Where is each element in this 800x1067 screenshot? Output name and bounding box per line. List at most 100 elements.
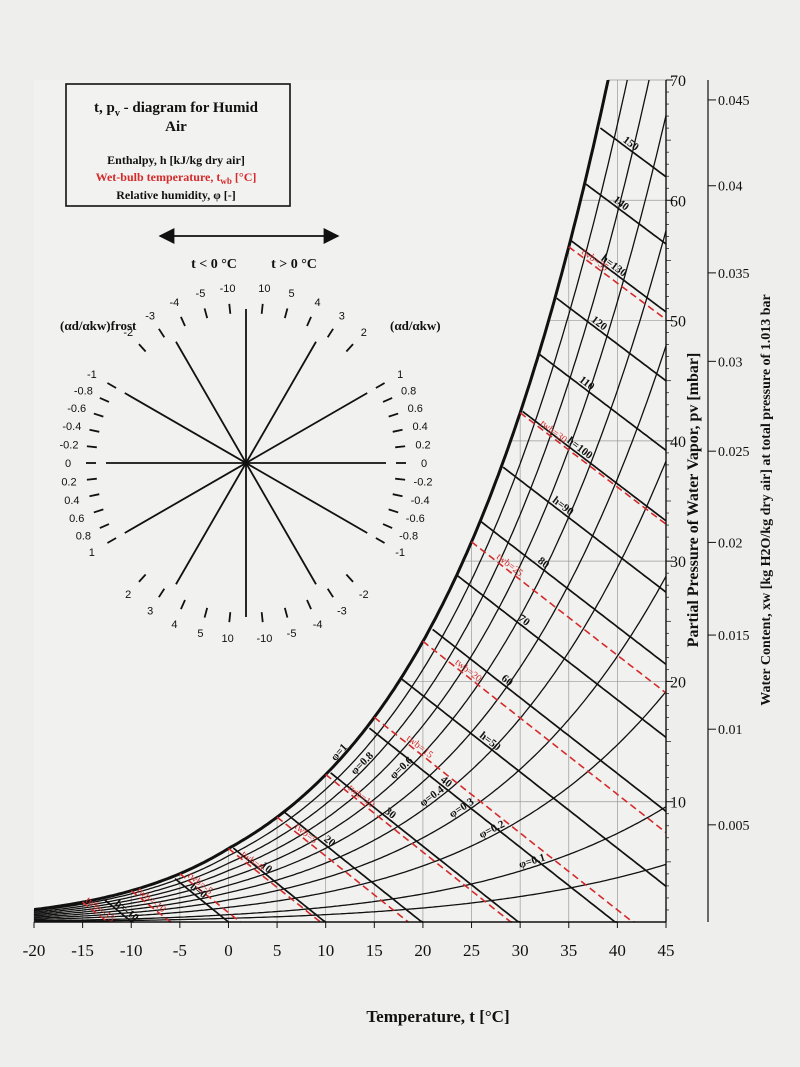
- protractor-tick: [203, 607, 209, 618]
- protractor-tick-label: 4: [171, 619, 177, 631]
- protractor-tick-label: -0.4: [411, 495, 430, 507]
- protractor-tick: [89, 493, 100, 498]
- legend-box: t, pv - diagram for Humid Air Enthalpy, …: [65, 83, 291, 207]
- water-tick-label: 0.045: [718, 94, 750, 109]
- protractor-tick-label: 10: [221, 633, 233, 645]
- plot-background: [34, 80, 666, 922]
- protractor-tick-label: -4: [313, 619, 323, 631]
- plot-area: [34, 80, 666, 923]
- protractor-tick: [382, 397, 393, 403]
- protractor-tick-label: 2: [361, 327, 367, 339]
- wetbulb-line: [179, 873, 242, 923]
- protractor-tick: [382, 523, 393, 529]
- protractor-tick-label: 5: [197, 628, 203, 640]
- protractor-tick-label: -1: [87, 369, 97, 381]
- rh-curve: [34, 115, 666, 914]
- enthalpy-line: [585, 183, 666, 246]
- enthalpy-line: [539, 353, 666, 452]
- protractor-tick: [388, 508, 399, 514]
- protractor-tick-label: -10: [220, 283, 236, 295]
- legend-title-line1: t, pv - diagram for Humid: [94, 100, 259, 119]
- protractor-tick: [388, 412, 399, 418]
- protractor-tick: [106, 382, 117, 389]
- protractor-tick-label: 0.8: [76, 530, 91, 542]
- protractor-tick-label: -0.8: [74, 386, 93, 398]
- enthalpy-line: [502, 466, 666, 594]
- x-tick-label: 25: [463, 941, 480, 960]
- p-tick-label: 10: [670, 795, 686, 812]
- protractor-tick: [180, 316, 186, 327]
- enthalpy-line: [174, 877, 230, 923]
- enthalpy-lines: [103, 127, 666, 923]
- p-tick-label: 50: [670, 314, 686, 331]
- rh-curve: [34, 80, 650, 913]
- protractor-tick-label: 0: [421, 458, 427, 470]
- protractor-tick: [283, 308, 289, 319]
- enthalpy-line: [556, 297, 666, 382]
- protractor-tick: [392, 493, 403, 498]
- protractor-tick-label: -10: [256, 633, 272, 645]
- enthalpy-line: [330, 772, 521, 923]
- wetbulb-lines: [82, 246, 666, 923]
- protractor-tick-label: 2: [125, 589, 131, 601]
- enthalpy-line: [283, 811, 424, 923]
- enthalpy-line: [599, 127, 666, 178]
- protractor-tick: [86, 477, 97, 481]
- protractor-tick: [306, 316, 312, 327]
- protractor-tick-label: -0.2: [59, 439, 78, 451]
- protractor-tick-label: 0.6: [69, 513, 84, 525]
- protractor-tick: [89, 428, 100, 433]
- rh-curve: [34, 863, 666, 923]
- protractor-ray: [124, 392, 368, 534]
- p-tick-label: 60: [670, 193, 686, 210]
- protractor-tick: [158, 328, 166, 338]
- protractor-tick-label: 0.4: [64, 495, 79, 507]
- x-tick-label: 15: [366, 941, 383, 960]
- protractor-tick: [228, 303, 232, 314]
- x-tick-label: -10: [120, 941, 143, 960]
- protractor-tick-label: -3: [337, 606, 347, 618]
- x-tick-label: 5: [273, 941, 282, 960]
- p-tick-label: 30: [670, 554, 686, 571]
- water-tick-label: 0.015: [718, 629, 750, 644]
- saturation-curve: [34, 80, 610, 912]
- enthalpy-line: [103, 899, 134, 923]
- x-tick-label: -20: [23, 941, 46, 960]
- protractor-tick: [180, 599, 186, 610]
- x-tick-label: 20: [414, 941, 431, 960]
- protractor-tick-label: -2: [359, 589, 369, 601]
- p-tick-label: 70: [670, 73, 686, 90]
- wetbulb-line: [82, 901, 110, 923]
- wetbulb-line: [228, 847, 322, 923]
- rh-curve: [34, 345, 666, 917]
- x-tick-label: -15: [71, 941, 94, 960]
- x-tick-label: 10: [317, 941, 334, 960]
- protractor-tick: [375, 382, 386, 389]
- wetbulb-line: [373, 716, 635, 923]
- legend-wetbulb: Wet-bulb temperature, twb [°C]: [96, 170, 257, 186]
- arrow-right-label: t > 0 °C: [271, 257, 317, 272]
- protractor-tick: [345, 343, 354, 353]
- wetbulb-line: [568, 246, 666, 321]
- x-tick-label: -5: [173, 941, 187, 960]
- protractor-tick: [260, 612, 264, 623]
- protractor-tick-label: -5: [287, 628, 297, 640]
- water-tick-label: 0.025: [718, 445, 750, 460]
- p-axis-label: Partial Pressure of Water Vapor, pv [mba…: [685, 353, 702, 648]
- protractor-tick: [392, 428, 403, 433]
- protractor-tick: [158, 588, 166, 598]
- protractor-tick: [99, 397, 110, 403]
- protractor-tick-label: -0.8: [399, 530, 418, 542]
- protractor-tick: [228, 612, 232, 623]
- x-tick-label: 40: [609, 941, 626, 960]
- protractor-tick-label: 1: [397, 369, 403, 381]
- protractor-tick-label: 4: [315, 297, 321, 309]
- protractor-tick: [326, 328, 334, 338]
- protractor-tick-label: -0.6: [67, 403, 86, 415]
- wetbulb-line: [325, 773, 513, 923]
- protractor-tick-label: -3: [145, 310, 155, 322]
- wetbulb-line: [422, 640, 666, 834]
- enthalpy-line: [522, 410, 666, 522]
- x-axis-label: Temperature, t [°C]: [366, 1007, 509, 1026]
